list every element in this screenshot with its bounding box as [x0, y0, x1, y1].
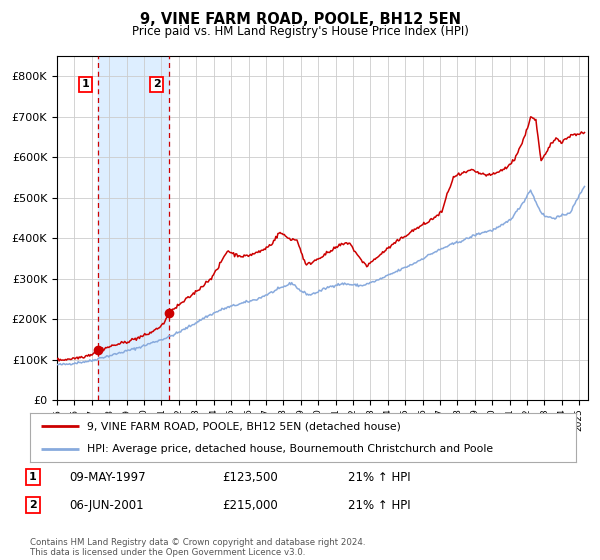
- Text: Contains HM Land Registry data © Crown copyright and database right 2024.
This d: Contains HM Land Registry data © Crown c…: [30, 538, 365, 557]
- Text: £215,000: £215,000: [222, 498, 278, 512]
- Text: 9, VINE FARM ROAD, POOLE, BH12 5EN: 9, VINE FARM ROAD, POOLE, BH12 5EN: [139, 12, 461, 27]
- Text: 2: 2: [29, 500, 37, 510]
- Text: £123,500: £123,500: [222, 470, 278, 484]
- Text: 1: 1: [82, 80, 89, 90]
- Text: 09-MAY-1997: 09-MAY-1997: [69, 470, 146, 484]
- Text: 21% ↑ HPI: 21% ↑ HPI: [348, 498, 410, 512]
- Text: 2: 2: [153, 80, 160, 90]
- Text: 06-JUN-2001: 06-JUN-2001: [69, 498, 143, 512]
- Bar: [98, 56, 169, 400]
- Text: 9, VINE FARM ROAD, POOLE, BH12 5EN (detached house): 9, VINE FARM ROAD, POOLE, BH12 5EN (deta…: [88, 421, 401, 431]
- Text: 21% ↑ HPI: 21% ↑ HPI: [348, 470, 410, 484]
- Text: HPI: Average price, detached house, Bournemouth Christchurch and Poole: HPI: Average price, detached house, Bour…: [88, 444, 493, 454]
- Text: Price paid vs. HM Land Registry's House Price Index (HPI): Price paid vs. HM Land Registry's House …: [131, 25, 469, 38]
- Text: 1: 1: [29, 472, 37, 482]
